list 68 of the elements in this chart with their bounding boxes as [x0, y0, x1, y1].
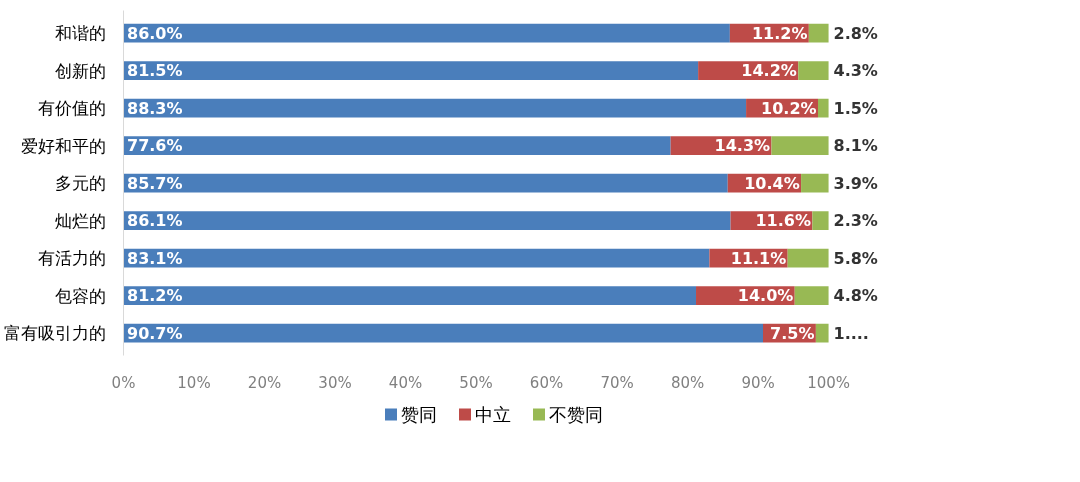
bar: [787, 248, 829, 268]
data-label: 4.3%: [833, 61, 878, 80]
x-tick-label: 30%: [318, 373, 352, 392]
y-tick-label: 创新的: [54, 60, 106, 81]
y-tick-label: 爱好和平的: [20, 135, 106, 156]
y-tick-label: 包容的: [54, 285, 106, 306]
bar: [123, 286, 697, 305]
data-label: 1.5%: [833, 98, 878, 118]
bar: [812, 211, 829, 230]
data-label: 86.1%: [127, 211, 183, 230]
data-label: 2.8%: [833, 23, 878, 43]
data-label: 86.0%: [127, 23, 183, 43]
x-tick-label: 40%: [388, 373, 423, 392]
bar: [123, 211, 731, 230]
bar: [815, 323, 829, 343]
bar: [794, 286, 829, 305]
data-label: 8.1%: [833, 136, 878, 155]
data-label: 14.2%: [741, 61, 797, 80]
data-label: 10.2%: [761, 98, 817, 118]
legend-label: 不赞同: [549, 404, 603, 425]
bar: [801, 173, 829, 193]
bar: [123, 248, 710, 268]
x-tick-label: 20%: [247, 373, 282, 392]
x-tick-label: 90%: [741, 373, 775, 392]
data-label: 5.8%: [833, 248, 878, 268]
data-label: 10.4%: [744, 173, 800, 193]
data-label: 11.1%: [730, 248, 787, 268]
data-label: 81.2%: [127, 286, 183, 305]
y-tick-label: 有活力的: [37, 248, 106, 268]
x-tick-label: 50%: [459, 373, 493, 392]
data-label: 11.6%: [755, 211, 811, 230]
data-label: 4.8%: [833, 286, 878, 305]
bar: [771, 136, 829, 155]
data-label: 3.9%: [833, 173, 878, 193]
bar: [798, 61, 829, 80]
bar: [808, 23, 829, 43]
y-tick-label: 灿烂的: [54, 210, 106, 231]
bar: [123, 98, 747, 118]
data-label: 2.3%: [833, 211, 878, 230]
legend-label: 赞同: [401, 404, 437, 425]
x-tick-label: 0%: [111, 373, 136, 392]
data-label: 7.5%: [770, 323, 815, 343]
data-label: 85.7%: [127, 173, 183, 193]
y-tick-label: 多元的: [54, 173, 106, 193]
data-label: 83.1%: [127, 248, 183, 268]
data-label: 11.2%: [751, 23, 808, 43]
legend-label: 中立: [475, 404, 511, 425]
bar: [123, 23, 730, 43]
bar: [123, 323, 763, 343]
data-label: 14.3%: [714, 136, 771, 155]
y-tick-label: 有价值的: [37, 98, 106, 118]
bar: [123, 173, 728, 193]
data-label: 88.3%: [127, 98, 183, 118]
y-tick-label: 富有吸引力的: [3, 323, 106, 343]
x-tick-label: 70%: [600, 373, 634, 392]
x-tick-label: 60%: [529, 373, 564, 392]
x-tick-label: 10%: [177, 373, 211, 392]
data-label: 1....: [833, 324, 869, 343]
data-label: 81.5%: [127, 61, 183, 80]
data-label: 77.6%: [127, 136, 183, 155]
x-tick-label: 80%: [670, 373, 705, 392]
bar: [123, 61, 699, 80]
data-label: 90.7%: [127, 323, 183, 343]
bar: [817, 98, 829, 118]
x-tick-label: 100%: [807, 373, 851, 392]
data-label: 14.0%: [737, 286, 794, 305]
y-tick-label: 和谐的: [54, 23, 106, 43]
bar: [123, 136, 671, 155]
